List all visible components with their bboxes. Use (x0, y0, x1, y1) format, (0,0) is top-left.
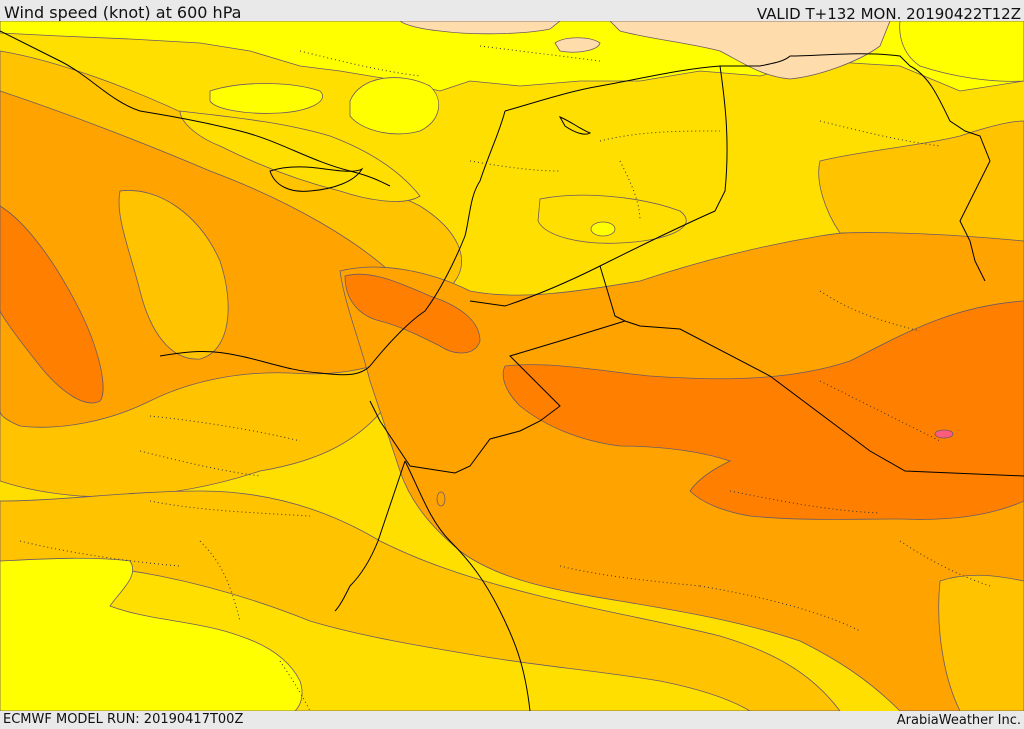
footer-bar: ECMWF MODEL RUN: 20190417T00Z ArabiaWeat… (0, 711, 1024, 729)
credit: ArabiaWeather Inc. (896, 713, 1021, 728)
title-bar: Wind speed (knot) at 600 hPa VALID T+132… (0, 0, 1024, 23)
band-northeast-yellow (899, 21, 1024, 82)
map-title: Wind speed (knot) at 600 hPa (4, 3, 242, 22)
lake-east (934, 429, 954, 439)
band-central-4 (339, 230, 1024, 711)
band-low-top (399, 21, 561, 35)
band-west-5 (0, 205, 104, 404)
map-panel[interactable] (0, 21, 1024, 711)
band-levant-5 (344, 273, 481, 354)
valid-time: VALID T+132 MON. 20190422T12Z (756, 5, 1021, 23)
band-southwest-yellow (0, 557, 303, 711)
coastline-cyprus (269, 166, 364, 192)
band-central-2-patch (537, 194, 687, 244)
lake-levant (590, 221, 616, 237)
band-mediterranean-2 (179, 110, 421, 202)
coastline-red-sea (334, 460, 531, 711)
band-low-top-right (609, 21, 891, 80)
lake-small (436, 491, 446, 507)
model-run: ECMWF MODEL RUN: 20190417T00Z (3, 712, 244, 727)
band-northwest-yellow (209, 83, 323, 114)
band-low-corner (554, 37, 601, 53)
band-southeast-3 (938, 574, 1024, 711)
border-lines (369, 53, 1024, 477)
wind-speed-map[interactable] (0, 21, 1024, 711)
admin-borders (19, 45, 991, 711)
coastline-caspian-gulf (558, 116, 592, 135)
band-north-yellow-blob (349, 77, 439, 135)
band-west-inner (118, 190, 229, 360)
